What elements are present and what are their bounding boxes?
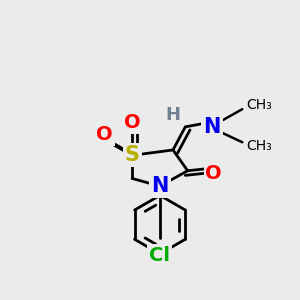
Text: O: O (96, 125, 113, 144)
Text: S: S (125, 145, 140, 165)
Text: O: O (206, 164, 222, 183)
Text: CH₃: CH₃ (246, 98, 272, 112)
Text: N: N (151, 176, 169, 196)
Text: Cl: Cl (149, 246, 170, 265)
Text: N: N (204, 117, 221, 137)
Text: CH₃: CH₃ (246, 139, 272, 153)
Text: H: H (166, 106, 181, 124)
Text: O: O (124, 113, 140, 132)
